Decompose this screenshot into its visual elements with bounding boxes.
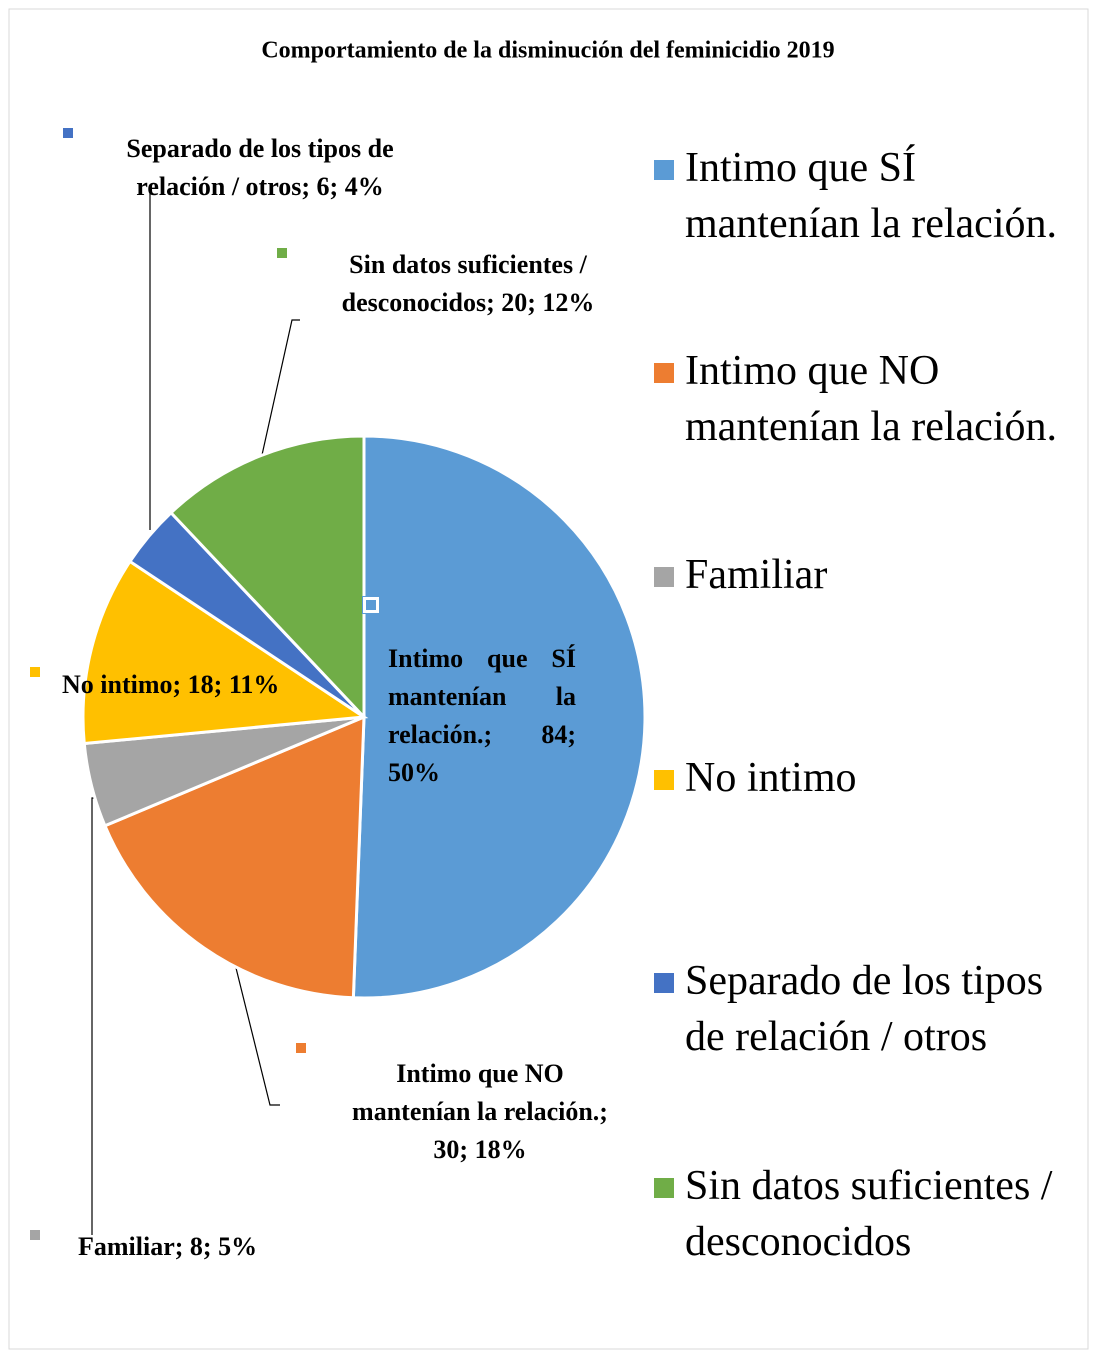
- legend-label: Intimo que NO mantenían la relación.: [685, 348, 1057, 450]
- label-key: [30, 667, 40, 677]
- data-label: No intimo; 18; 11%: [62, 670, 280, 699]
- legend-label: Separado de los tipos de relación / otro…: [685, 958, 1044, 1060]
- legend-swatch: [654, 1178, 674, 1198]
- legend-swatch: [654, 363, 674, 383]
- leader-line: [91, 797, 104, 1235]
- legend-swatch: [654, 770, 674, 790]
- label-key: [63, 128, 73, 138]
- data-label: Intimo que SÍ mantenían la relación.; 84…: [388, 644, 576, 787]
- pie-slice: [102, 714, 366, 1000]
- data-label: Familiar; 8; 5%: [78, 1232, 258, 1261]
- legend-swatch: [654, 973, 674, 993]
- frame: [8, 8, 1089, 1350]
- label-key: [296, 1043, 306, 1053]
- legend-label: No intimo: [685, 755, 857, 801]
- data-label: Sin datos suficientes / desconocidos; 20…: [341, 250, 595, 317]
- data-label: Intimo que NO mantenían la relación.; 30…: [352, 1059, 608, 1164]
- pie-slice: [351, 434, 647, 1000]
- leader-line: [261, 319, 300, 456]
- label-key: [362, 596, 380, 614]
- legend-swatch: [654, 567, 674, 587]
- chart-title: Comportamiento de la disminución del fem…: [261, 38, 834, 64]
- legend-label: Sin datos suficientes / desconocidos: [685, 1163, 1053, 1265]
- legend-label: Familiar: [685, 552, 828, 598]
- legend-label: Intimo que SÍ mantenían la relación.: [685, 145, 1057, 247]
- data-label: Separado de los tipos de relación / otro…: [126, 134, 394, 201]
- pie-slice: [168, 434, 366, 721]
- pie-slice: [81, 559, 369, 746]
- label-key: [30, 1230, 40, 1240]
- legend-swatch: [654, 160, 674, 180]
- label-key: [277, 248, 287, 258]
